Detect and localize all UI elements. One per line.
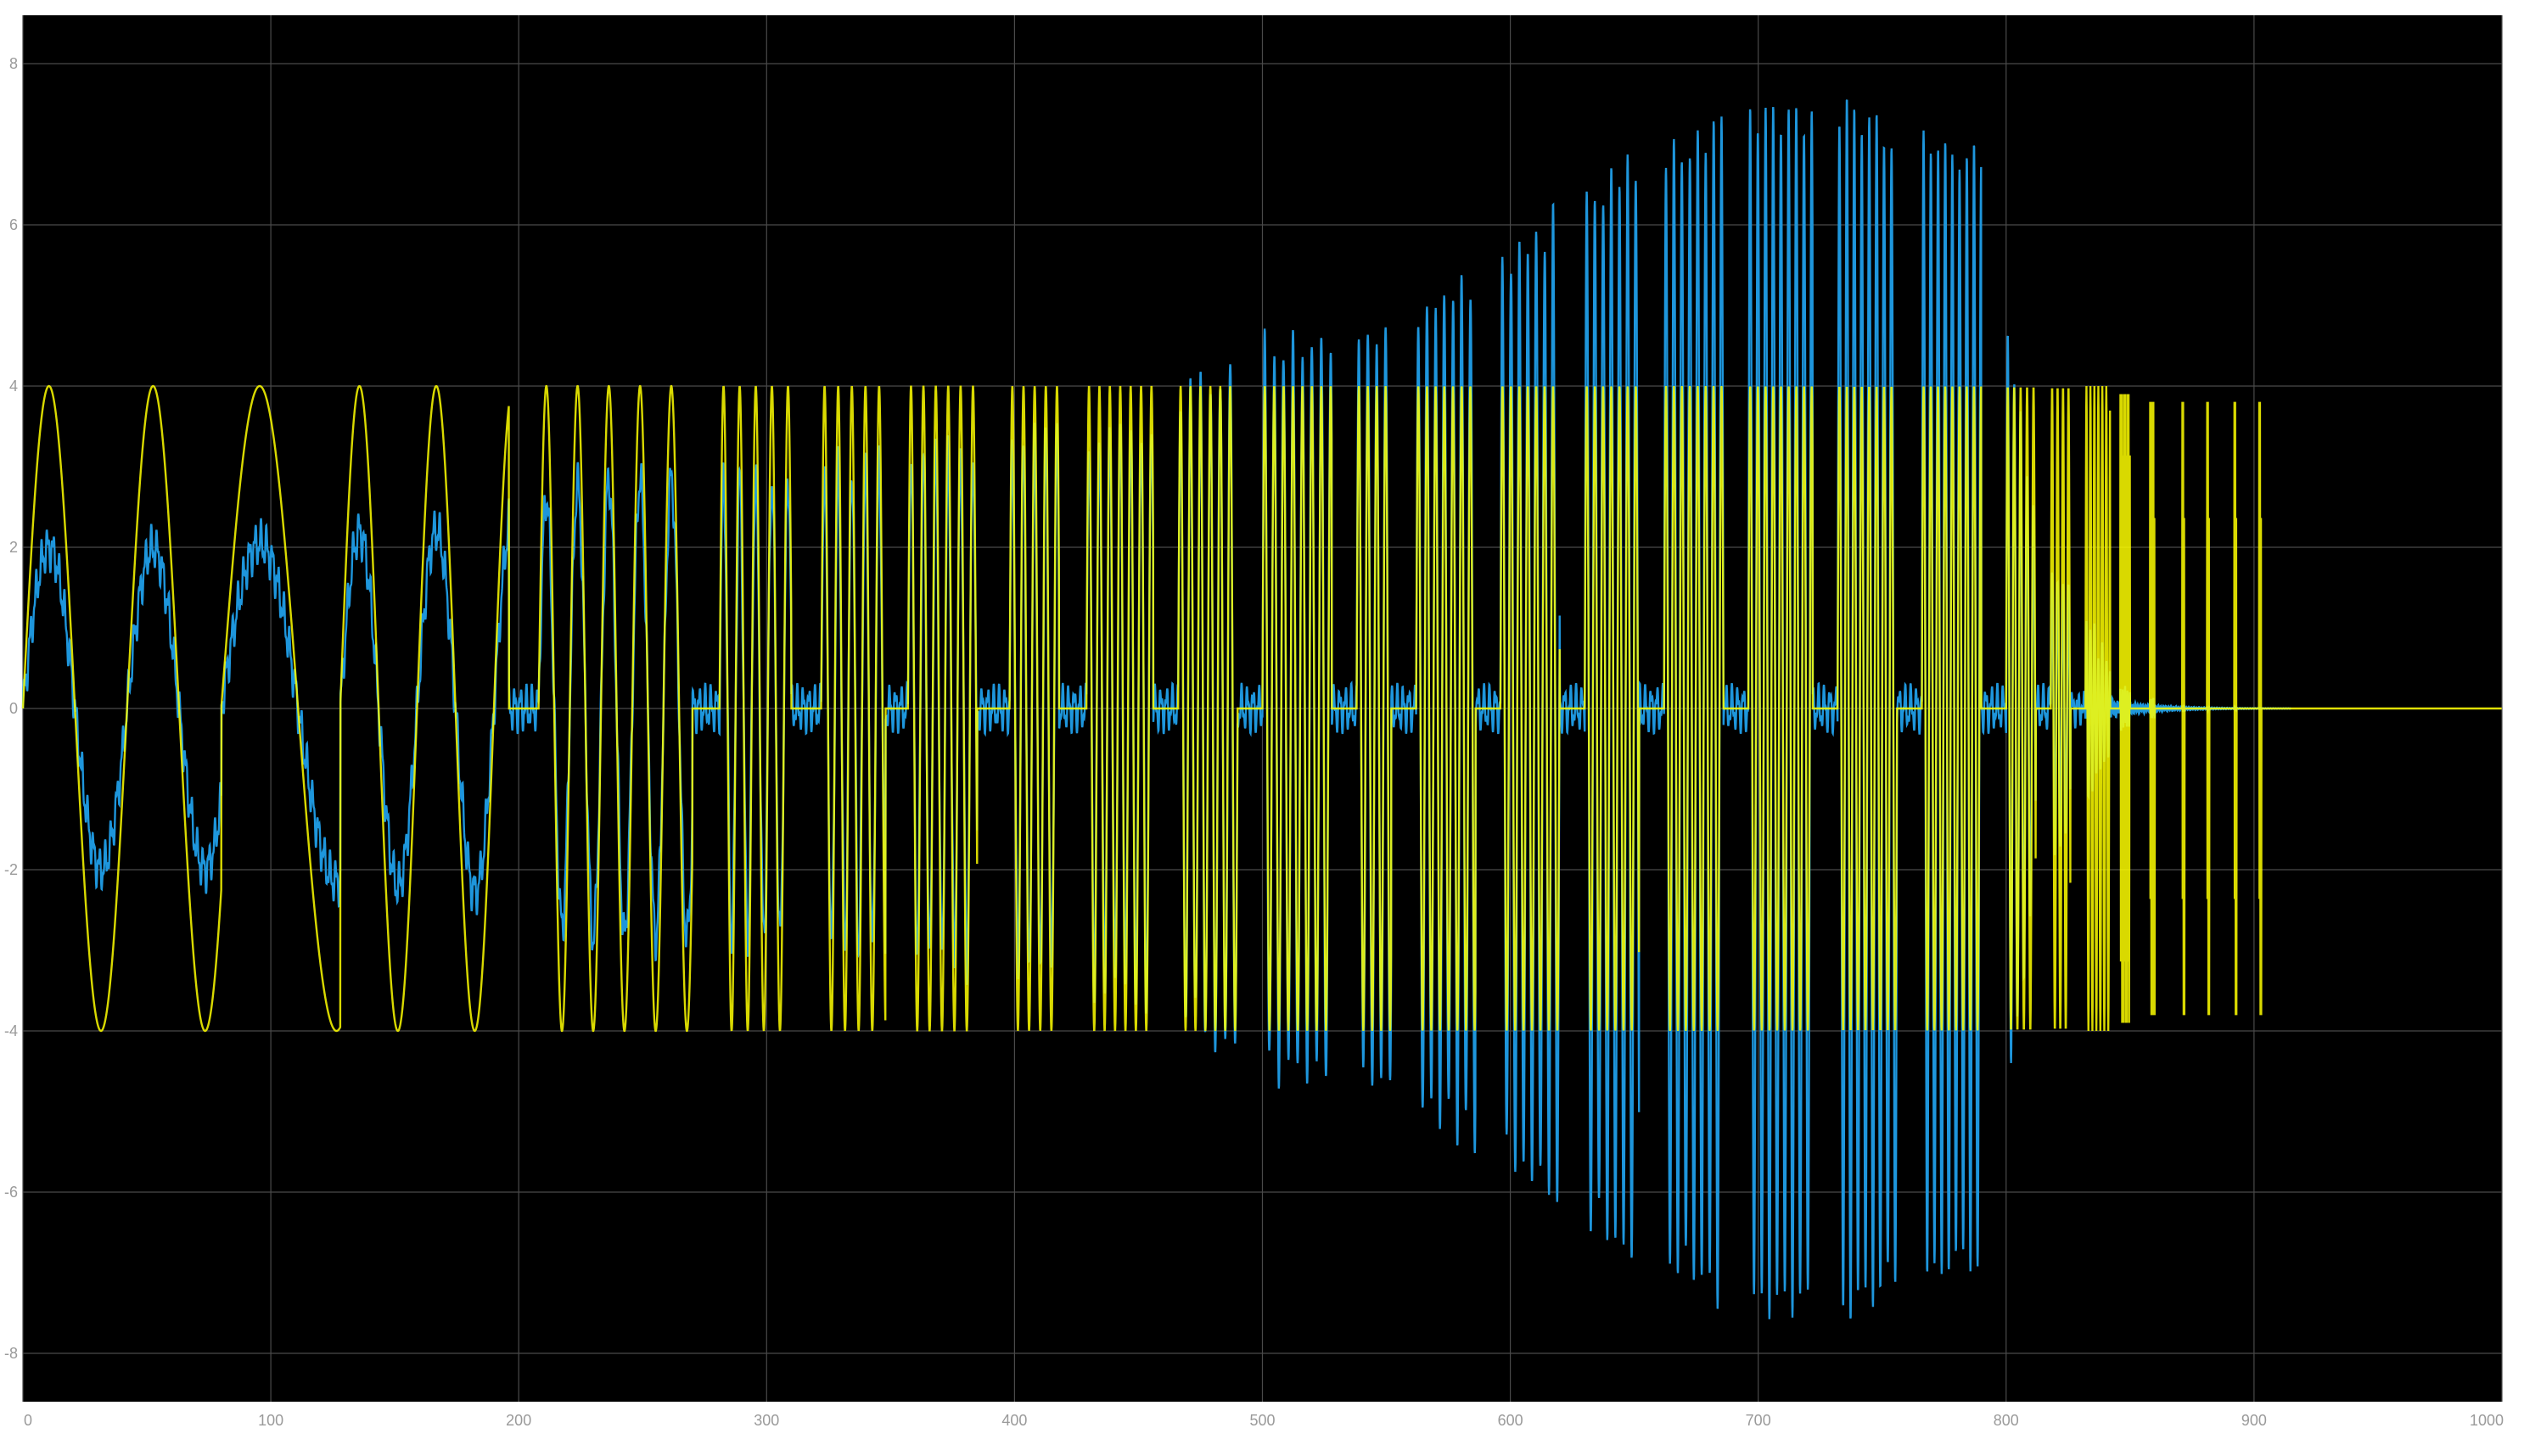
series-layer [21,99,2502,1319]
y-tick-label: -2 [4,861,18,878]
y-tick-label: 0 [9,700,18,717]
x-tick-label: 800 [1994,1412,2019,1429]
x-tick-label: 700 [1746,1412,1771,1429]
x-tick-label: 1000 [2470,1412,2504,1429]
y-tick-label: -4 [4,1022,18,1039]
y-tick-label: 2 [9,539,18,556]
y-tick-label: -8 [4,1345,18,1362]
x-tick-label: 100 [258,1412,283,1429]
y-tick-label: 8 [9,55,18,72]
x-tick-label: 600 [1498,1412,1523,1429]
y-tick-label: 6 [9,216,18,233]
tick-labels: 0 100 200 300 400 500 600 700 800 900 1000 8 6 4 2 0 -2 -… [4,55,2504,1429]
x-tick-label: 500 [1249,1412,1275,1429]
series-reference-line [21,384,2502,1033]
y-tick-label: 4 [9,378,18,395]
x-tick-label: 0 [24,1412,32,1429]
x-tick-label: 400 [1001,1412,1027,1429]
x-tick-label: 200 [506,1412,531,1429]
x-tick-label: 900 [2241,1412,2267,1429]
series-response-line [21,99,2291,1319]
y-tick-label: -6 [4,1184,18,1201]
x-tick-label: 300 [754,1412,779,1429]
